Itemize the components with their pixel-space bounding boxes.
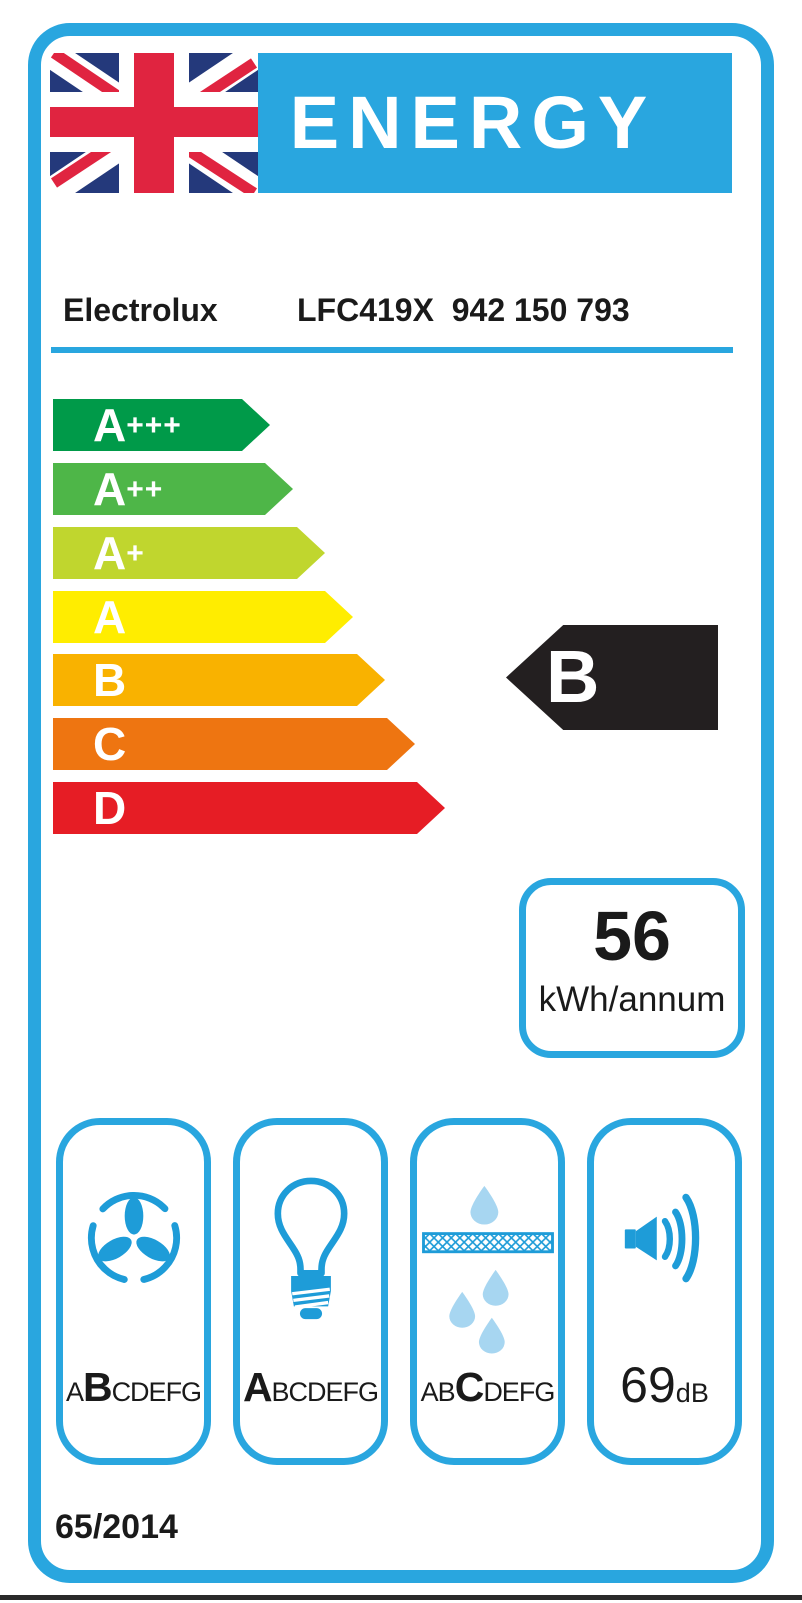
noise-unit: dB <box>675 1378 709 1408</box>
energy-value: 56 <box>593 897 671 975</box>
scale-grade-label: A <box>93 463 127 515</box>
fan-grade-scale: ABCDEFG <box>63 1367 204 1408</box>
grease-filter-icon <box>421 1185 554 1354</box>
scale-plus-label: ++ <box>126 473 164 506</box>
energy-consumption-box: 56 kWh/annum <box>519 878 745 1058</box>
energy-title: ENERGY <box>289 81 657 164</box>
rating-letter: B <box>546 635 600 718</box>
scale-grade-label: A <box>93 399 127 451</box>
scale-arrow-a-plus3: A+++ <box>53 399 270 451</box>
scale-grade-label: A <box>93 527 127 579</box>
scale-arrow-a-plus: A+ <box>53 527 325 579</box>
uk-flag-icon <box>50 53 258 193</box>
brand-name: Electrolux <box>63 292 218 328</box>
droplet <box>469 1185 498 1225</box>
noise-level-box: 69dB <box>587 1118 742 1465</box>
lighting-efficiency-box: ABCDEFG <box>233 1118 388 1465</box>
scale-arrow-b: B <box>53 654 385 706</box>
regulation-number: 65/2014 <box>55 1508 178 1546</box>
lighting-grade: A <box>242 1364 273 1410</box>
grade-suffix: CDEFG <box>111 1377 202 1407</box>
scale-grade-label: C <box>93 718 127 770</box>
model-number: LFC419X 942 150 793 <box>297 292 630 328</box>
scale-arrow-d: D <box>53 782 445 834</box>
fan-efficiency-box: ABCDEFG <box>56 1118 211 1465</box>
page-bottom-divider <box>0 1595 802 1600</box>
noise-icon <box>624 1193 699 1283</box>
scale-arrow-a-plus2: A++ <box>53 463 293 515</box>
flag-red-cross <box>50 53 258 193</box>
scale-arrow-c: C <box>53 718 415 770</box>
scale-arrow-a: A <box>53 591 353 643</box>
noise-value: 69 <box>620 1357 676 1413</box>
energy-unit: kWh/annum <box>538 980 726 1019</box>
header-divider <box>51 347 733 353</box>
grade-prefix: A <box>65 1377 84 1407</box>
scale-grade-label: A <box>93 591 127 643</box>
fan-icon <box>87 1191 180 1285</box>
scale-plus-label: + <box>126 537 145 570</box>
grade-suffix: BCDEFG <box>271 1377 380 1407</box>
energy-banner: ENERGY <box>258 53 732 193</box>
noise-value-row: 69dB <box>594 1360 735 1410</box>
lighting-grade-scale: ABCDEFG <box>240 1367 381 1408</box>
scale-grade-label: D <box>93 782 127 834</box>
grease-filter-box: ABCDEFG <box>410 1118 565 1465</box>
grade-suffix: DEFG <box>483 1377 555 1407</box>
label-border <box>28 23 774 1583</box>
grease-grade: C <box>454 1364 485 1410</box>
droplets <box>448 1269 509 1354</box>
bulb-icon <box>274 1177 347 1320</box>
scale-grade-label: B <box>93 654 127 706</box>
grade-prefix: AB <box>420 1377 456 1407</box>
grease-grade-scale: ABCDEFG <box>417 1367 558 1408</box>
filter-bar <box>421 1232 554 1254</box>
fan-grade: B <box>82 1364 113 1410</box>
scale-plus-label: +++ <box>126 409 182 442</box>
